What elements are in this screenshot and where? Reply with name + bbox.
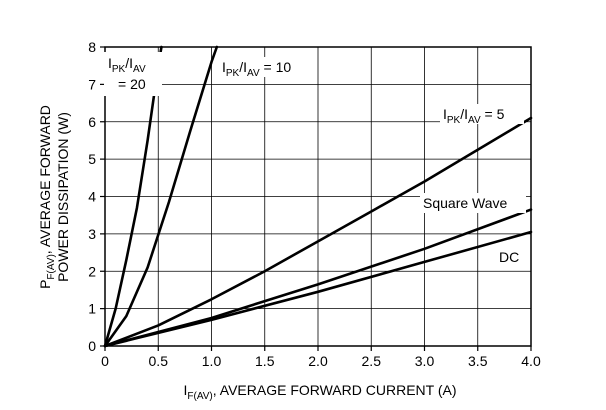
y-tick-label: 1 bbox=[88, 301, 96, 317]
annotation-dc: DC bbox=[496, 248, 524, 266]
svg-text:IPK/IAV: IPK/IAV bbox=[108, 55, 146, 75]
svg-text:Square Wave: Square Wave bbox=[423, 195, 508, 211]
axis-ticks: 0 0.5 1.0 1.5 2.0 2.5 3.0 3.5 4.0 0 1 2 3 4 5 6 7 8 bbox=[88, 39, 541, 369]
svg-text:= 20: = 20 bbox=[118, 76, 146, 92]
annotation-square-wave: Square Wave bbox=[420, 193, 526, 213]
annotation-ratio-10: IPK/IAV = 10 bbox=[219, 57, 311, 79]
annotation-ratio-5: IPK/IAV = 5 bbox=[440, 104, 524, 126]
svg-text:DC: DC bbox=[499, 249, 519, 265]
y-axis-label: PF(AV), AVERAGE FORWARD POWER DISSIPATIO… bbox=[37, 105, 71, 289]
x-tick-label: 0.5 bbox=[149, 353, 169, 369]
svg-text:POWER DISSIPATION (W): POWER DISSIPATION (W) bbox=[55, 112, 71, 282]
y-tick-label: 8 bbox=[88, 39, 96, 55]
y-tick-label: 3 bbox=[88, 226, 96, 242]
y-tick-label: 4 bbox=[88, 189, 96, 205]
y-tick-label: 0 bbox=[88, 338, 96, 354]
y-tick-label: 2 bbox=[88, 263, 96, 279]
y-tick-label: 7 bbox=[88, 76, 96, 92]
series-lines bbox=[103, 45, 533, 348]
x-axis-label: IF(AV), AVERAGE FORWARD CURRENT (A) bbox=[184, 382, 457, 402]
x-tick-label: 3.5 bbox=[468, 353, 488, 369]
x-tick-label: 1.0 bbox=[202, 353, 222, 369]
svg-text:PF(AV), AVERAGE FORWARD: PF(AV), AVERAGE FORWARD bbox=[37, 105, 57, 289]
annotation-ratio-20: IPK/IAV = 20 bbox=[104, 52, 162, 96]
y-tick-label: 5 bbox=[88, 151, 96, 167]
x-tick-label: 0 bbox=[101, 353, 109, 369]
series-ratio-5 bbox=[103, 116, 533, 348]
x-tick-label: 2.5 bbox=[362, 353, 382, 369]
svg-text:IPK/IAV = 10: IPK/IAV = 10 bbox=[222, 59, 291, 79]
series-dc bbox=[103, 230, 533, 348]
x-tick-label: 2.0 bbox=[308, 353, 328, 369]
series-ratio-10 bbox=[103, 45, 219, 348]
y-tick-label: 6 bbox=[88, 114, 96, 130]
x-tick-label: 4.0 bbox=[521, 353, 541, 369]
x-tick-label: 3.0 bbox=[415, 353, 435, 369]
x-tick-label: 1.5 bbox=[255, 353, 275, 369]
svg-text:IPK/IAV = 5: IPK/IAV = 5 bbox=[443, 106, 505, 126]
